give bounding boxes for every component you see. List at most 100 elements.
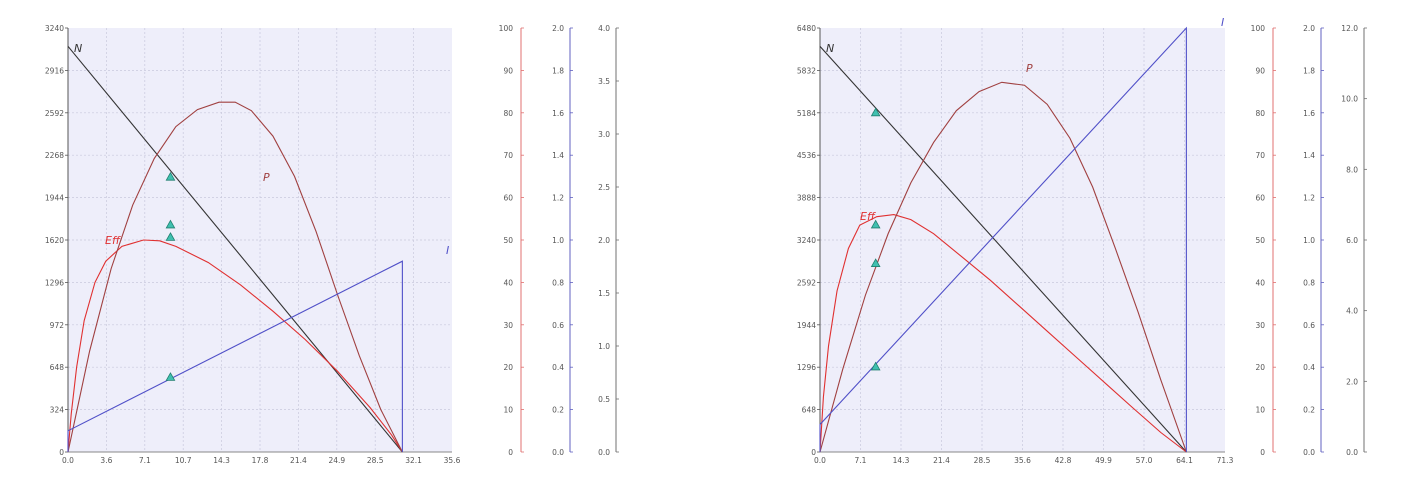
operating-point-marker (165, 372, 176, 381)
y-tick-label-speed: 1296 (45, 278, 64, 287)
y-tick-label-speed: 1620 (45, 236, 64, 245)
y-tick-label-speed: 2268 (45, 151, 64, 160)
y-tick-label-speed: 2592 (45, 109, 64, 118)
curve-label-p: P (1026, 62, 1033, 75)
x-tick-label: 7.1 (855, 456, 867, 465)
y-tick-label-eff: 80 (1255, 109, 1265, 118)
curve-label-i: I (446, 244, 449, 257)
y-tick-label-power: 2.0 (1346, 377, 1358, 386)
curve-label-eff: Eff (105, 234, 121, 247)
y-tick-label-power: 3.5 (598, 77, 610, 86)
y-tick-label-eff: 40 (503, 278, 513, 287)
chart-1: 0.0 3.6 7.1 10.7 14.3 17.8 21.4 24.9 28.5 32.1 35.… (45, 24, 619, 465)
y-tick-label-torque: 2.0 (552, 24, 564, 33)
y-tick-label-eff: 90 (1255, 66, 1265, 75)
curve-label-n: N (826, 42, 834, 55)
x-tick-label: 35.6 (444, 456, 461, 465)
y-tick-label-power: 0.0 (598, 448, 610, 457)
x-tick-label: 10.7 (175, 456, 192, 465)
y-tick-label-power: 12.0 (1341, 24, 1358, 33)
y-tick-label-torque: 0.6 (552, 321, 564, 330)
y-tick-label-torque: 0.4 (552, 363, 564, 372)
series-line-p (67, 101, 403, 453)
y-tick-label-eff: 30 (503, 321, 513, 330)
y-tick-label-torque: 0.8 (552, 278, 564, 287)
y-tick-label-speed: 648 (802, 406, 817, 415)
operating-point-marker (165, 219, 176, 229)
series-line-n (67, 45, 403, 453)
y-tick-label-torque: 1.4 (552, 151, 564, 160)
curve-label-i: I (1221, 16, 1224, 29)
curve-label-p: P (263, 171, 270, 184)
y-tick-label-torque: 1.0 (552, 236, 564, 245)
y-tick-label-power: 0.5 (598, 395, 610, 404)
x-tick-label: 17.8 (252, 456, 269, 465)
x-tick-label: 28.5 (367, 456, 384, 465)
y-tick-label-torque: 1.6 (552, 109, 564, 118)
y-tick-label-power: 1.0 (598, 342, 610, 351)
x-tick-label: 57.0 (1136, 456, 1153, 465)
y-tick-label-torque: 0.0 (1303, 448, 1315, 457)
y-tick-label-torque: 0.6 (1303, 321, 1315, 330)
x-tick-label: 24.9 (328, 456, 345, 465)
y-tick-label-eff: 0 (508, 448, 513, 457)
y-tick-label-speed: 1944 (45, 194, 64, 203)
y-tick-label-eff: 60 (503, 194, 513, 203)
y-tick-label-torque: 1.2 (1303, 194, 1315, 203)
y-tick-label-eff: 10 (503, 406, 513, 415)
y-tick-label-torque: 1.4 (1303, 151, 1315, 160)
x-tick-label: 32.1 (405, 456, 422, 465)
y-tick-label-eff: 30 (1255, 321, 1265, 330)
y-tick-label-torque: 1.8 (1303, 66, 1315, 75)
operating-point-marker (870, 258, 881, 267)
y-tick-label-torque: 1.2 (552, 194, 564, 203)
series-line-i (819, 26, 1187, 452)
y-tick-label-eff: 50 (503, 236, 513, 245)
y-tick-label-speed: 5832 (797, 66, 816, 75)
x-tick-label: 7.1 (139, 456, 151, 465)
series-line-p (819, 81, 1187, 453)
y-tick-label-power: 3.0 (598, 130, 610, 139)
y-tick-label-speed: 2592 (797, 278, 816, 287)
chart-2: 0.0 7.1 14.3 21.4 28.5 35.6 42.8 49.9 57.0 64.1 71… (797, 16, 1367, 465)
y-tick-label-torque: 0.2 (552, 406, 564, 415)
operating-point-marker (870, 107, 881, 117)
operating-point-marker (870, 219, 881, 229)
y-tick-label-speed: 0 (59, 448, 64, 457)
y-tick-label-torque: 0.0 (552, 448, 564, 457)
y-tick-label-speed: 5184 (797, 109, 816, 118)
y-tick-label-torque: 2.0 (1303, 24, 1315, 33)
y-tick-label-speed: 648 (50, 363, 65, 372)
y-tick-label-speed: 4536 (797, 151, 816, 160)
curve-label-n: N (74, 42, 82, 55)
y-tick-label-torque: 0.2 (1303, 406, 1315, 415)
y-tick-label-eff: 60 (1255, 194, 1265, 203)
y-tick-label-eff: 100 (1251, 24, 1266, 33)
operating-point-marker (165, 171, 176, 181)
operating-point-marker (165, 232, 176, 241)
y-tick-label-power: 0.0 (1346, 448, 1358, 457)
y-tick-label-speed: 6480 (797, 24, 816, 33)
x-tick-label: 0.0 (62, 456, 74, 465)
series-line-i (67, 260, 403, 452)
x-tick-label: 0.0 (814, 456, 826, 465)
y-tick-label-torque: 1.8 (552, 66, 564, 75)
x-tick-label: 35.6 (1014, 456, 1031, 465)
y-tick-label-power: 4.0 (1346, 307, 1358, 316)
y-tick-label-eff: 20 (1255, 363, 1265, 372)
x-tick-label: 49.9 (1095, 456, 1112, 465)
y-tick-label-eff: 90 (503, 66, 513, 75)
y-tick-label-torque: 1.0 (1303, 236, 1315, 245)
y-tick-label-speed: 3240 (797, 236, 816, 245)
y-tick-label-eff: 10 (1255, 406, 1265, 415)
y-tick-label-power: 2.0 (598, 236, 610, 245)
curve-label-eff: Eff (860, 210, 876, 223)
y-tick-label-torque: 1.6 (1303, 109, 1315, 118)
y-tick-label-torque: 0.8 (1303, 278, 1315, 287)
x-tick-label: 14.3 (213, 456, 230, 465)
y-tick-label-eff: 50 (1255, 236, 1265, 245)
y-tick-label-power: 1.5 (598, 289, 610, 298)
y-tick-label-eff: 20 (503, 363, 513, 372)
x-tick-label: 21.4 (290, 456, 307, 465)
